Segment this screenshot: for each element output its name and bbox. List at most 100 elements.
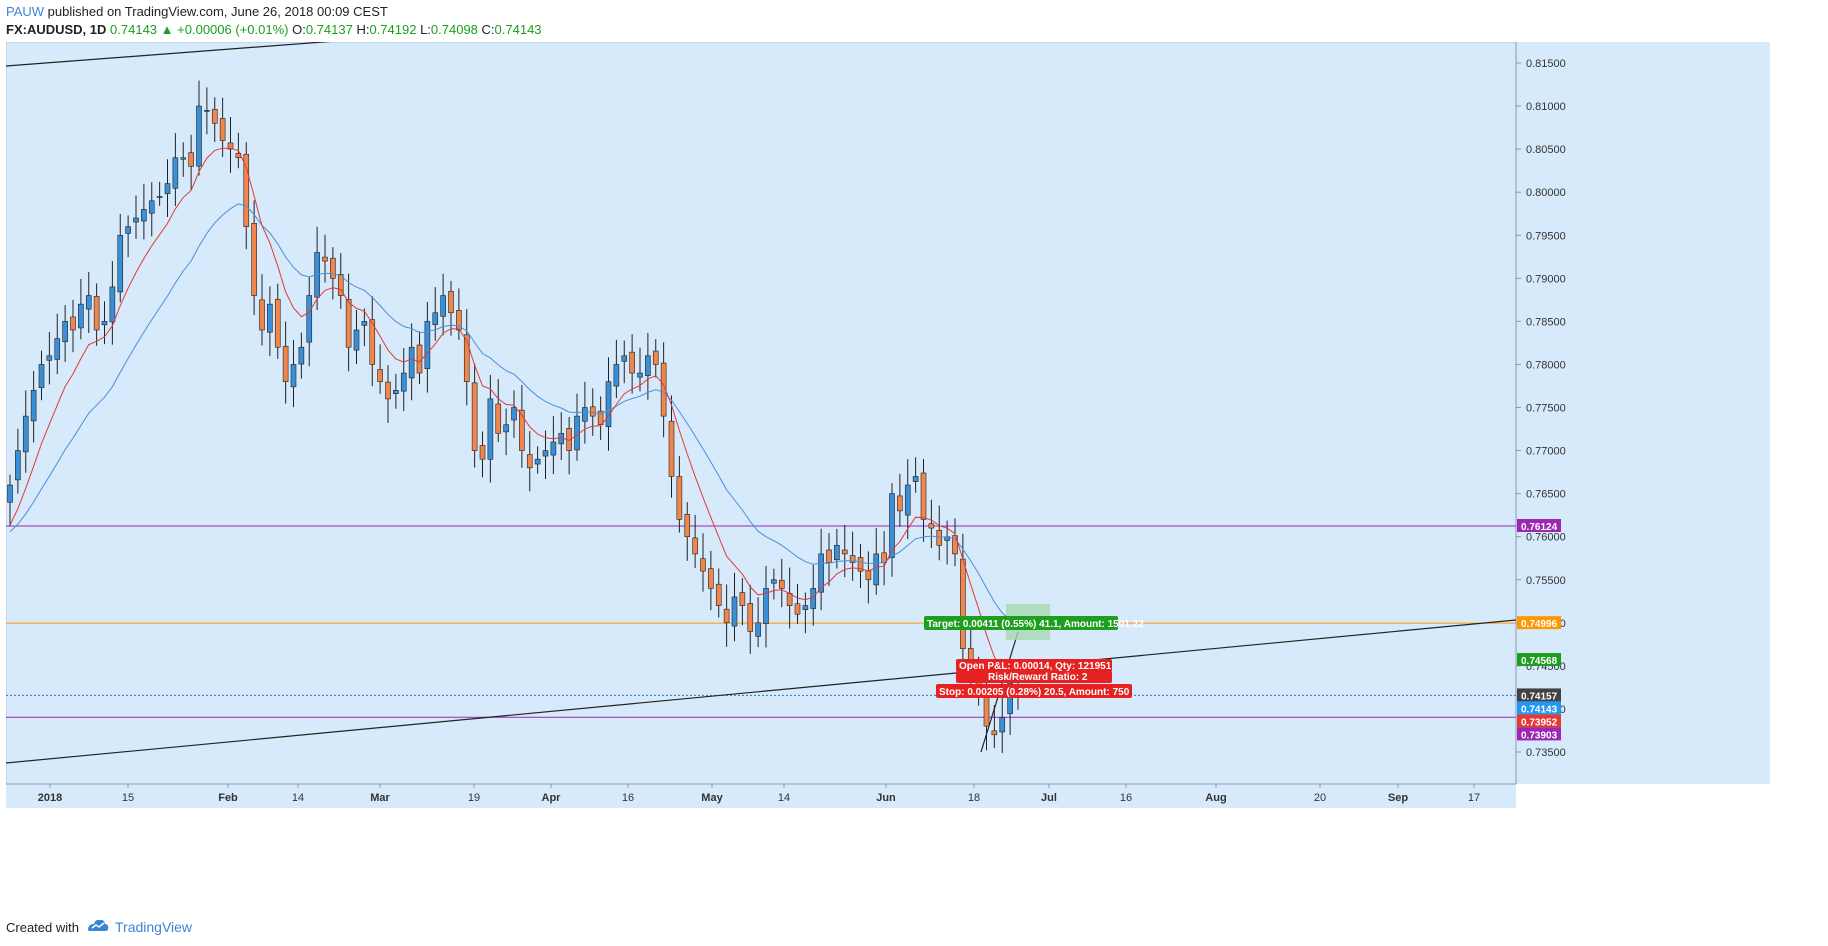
price-tick-label: 0.73500 (1526, 747, 1566, 759)
chart-area[interactable]: Target: 0.00411 (0.55%) 41.1, Amount: 15… (5, 37, 1770, 908)
price-badge (1517, 727, 1561, 741)
stop-label: Stop: 0.00205 (0.28%) 20.5, Amount: 750 (939, 687, 1130, 698)
candle-body (818, 553, 824, 593)
moving-averages (9, 147, 1019, 679)
candle-body (180, 157, 187, 160)
candle-body (243, 153, 250, 227)
publish-info: PAUW published on TradingView.com, June … (6, 4, 388, 19)
time-tick-label: May (701, 792, 723, 804)
candle-body (676, 476, 683, 520)
price-tick-label: 0.78000 (1526, 359, 1566, 371)
time-tick-label: 19 (468, 792, 480, 804)
plot-background[interactable] (5, 41, 1517, 785)
price-tick-label: 0.81500 (1526, 58, 1566, 70)
candle-body (46, 355, 53, 361)
up-arrow-icon: ▲ (160, 22, 174, 37)
close-label: C: (481, 22, 495, 37)
candle-body (345, 299, 352, 348)
time-tick-label: 15 (122, 792, 134, 804)
price-axis-labels: 0.81500 0.81000 0.80500 0.80000 0.79500 0.790… (1516, 58, 1566, 759)
ema-slow-line (9, 203, 1019, 628)
time-tick-label: 18 (968, 792, 980, 804)
candle-body (7, 484, 13, 503)
candle-body (731, 596, 738, 627)
candle-body (448, 291, 454, 314)
created-with-text: Created with (6, 920, 79, 935)
time-tick-label: 16 (1120, 792, 1132, 804)
candle-body (251, 222, 257, 296)
price-badge-label: 0.73903 (1521, 730, 1558, 741)
candle-body (841, 549, 848, 555)
price-badge-label: 0.74996 (1521, 619, 1558, 630)
candle-body (826, 549, 832, 563)
time-tick-label: Mar (370, 792, 390, 804)
time-axis-background[interactable] (6, 784, 1516, 808)
candle-body (15, 450, 21, 481)
candle-body (487, 398, 494, 460)
candle-body (802, 605, 809, 610)
candle-body (1007, 682, 1013, 714)
candle-body (865, 570, 872, 581)
candle-body (952, 535, 958, 555)
stop-label-box[interactable] (936, 684, 1132, 698)
candle-body (424, 321, 431, 369)
long-position-tool[interactable]: Target: 0.00411 (0.55%) 41.1, Amount: 15… (924, 604, 1144, 698)
candle-body (219, 118, 226, 141)
candle-body (849, 555, 856, 563)
time-tick-label: Jun (876, 792, 896, 804)
candle-body (393, 389, 399, 395)
candle-body (22, 415, 29, 453)
price-tick-label: 0.76500 (1526, 489, 1566, 501)
open-pl-box[interactable] (956, 659, 1112, 672)
change-value: +0.00006 (+0.01%) (177, 22, 289, 37)
author-link[interactable]: PAUW (6, 4, 45, 19)
candle-body (330, 257, 336, 279)
candle-body (259, 299, 265, 331)
candle-body (156, 196, 163, 198)
candle-body (999, 717, 1006, 733)
candle-body (511, 407, 517, 421)
candle-body (637, 372, 643, 378)
candle-body (495, 403, 502, 434)
price-tick-label: 0.78500 (1526, 316, 1566, 328)
candle-body (755, 622, 761, 637)
candle-body (700, 558, 706, 572)
price-chart[interactable]: Target: 0.00411 (0.55%) 41.1, Amount: 15… (5, 37, 1770, 908)
candle-body (589, 406, 596, 417)
candle-body (597, 410, 604, 426)
candle-body (763, 588, 769, 624)
candle-body (290, 364, 297, 388)
candle-body (550, 441, 557, 456)
candle-body (873, 553, 880, 586)
candle-body (196, 105, 202, 167)
candle-body (708, 568, 714, 589)
candle-body (188, 152, 194, 167)
candle-body (400, 372, 407, 392)
candle-body (416, 344, 423, 374)
rr-box[interactable] (956, 671, 1112, 683)
time-tick-label: 14 (778, 792, 790, 804)
candle-body (377, 369, 383, 382)
candle-body (660, 362, 667, 417)
candle-body (936, 530, 943, 546)
open-pl-label: Open P&L: 0.00014, Qty: 121951 (959, 661, 1112, 672)
price-tick-label: 0.76000 (1526, 532, 1566, 544)
candle-body (204, 110, 210, 112)
price-badge-label: 0.74157 (1521, 691, 1558, 702)
candle-body (613, 364, 620, 387)
candle-body (298, 346, 305, 365)
price-tick-label: 0.80500 (1526, 144, 1566, 156)
price-badge (1517, 714, 1561, 728)
tradingview-logo-icon[interactable] (86, 917, 110, 938)
candle-body (471, 382, 478, 451)
candle-body (385, 381, 391, 400)
candle-body (463, 334, 470, 382)
price-badge (1517, 653, 1561, 667)
candle-body (621, 355, 628, 362)
footer: Created with TradingView (0, 908, 1828, 946)
time-tick-label: Feb (218, 792, 238, 804)
candle-body (117, 234, 124, 293)
target-label-box[interactable] (924, 616, 1118, 630)
symbol-label[interactable]: FX:AUDUSD, 1D (6, 22, 107, 37)
tradingview-brand[interactable]: TradingView (115, 919, 193, 935)
